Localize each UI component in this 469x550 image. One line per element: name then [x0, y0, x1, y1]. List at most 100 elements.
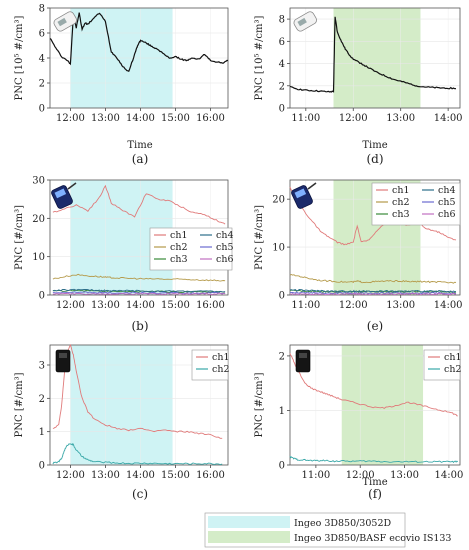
legend-label: ch2: [392, 197, 409, 208]
y-axis-label: PNC [10⁵ #/cm³]: [254, 15, 265, 100]
y-tick-label: 2: [39, 394, 45, 405]
chart-panel: 0 10 20 11:00 12:00 13:00 14:00 PNC [#/cm³] (e) c…: [254, 179, 463, 333]
series-line: [289, 16, 457, 93]
x-tick-label: 12:00: [56, 470, 85, 481]
plot-frame: [289, 344, 461, 466]
panel-caption: (f): [368, 487, 382, 501]
y-tick-label: 20: [272, 195, 285, 206]
legend-label: ch1: [392, 185, 409, 196]
plot-frame: [49, 344, 229, 466]
y-tick-label: 6: [39, 29, 45, 40]
legend-label: ch3: [170, 254, 187, 265]
legend-label: ch6: [216, 254, 233, 265]
black-sensor-device-icon: [295, 349, 311, 373]
y-tick-label: 8: [39, 4, 45, 15]
legend-label: ch1: [212, 352, 229, 363]
y-tick-label: 30: [32, 176, 45, 187]
x-tick-label: 12:00: [339, 113, 368, 124]
y-axis-label: PNC [#/cm³]: [254, 205, 265, 270]
panel-caption: (b): [131, 319, 148, 333]
y-tick-label: 8: [279, 15, 285, 26]
y-tick-label: 20: [32, 214, 45, 225]
y-tick-label: 0: [279, 104, 285, 115]
x-tick-label: 13:00: [91, 113, 120, 124]
nanoparticle-monitor-icon: [51, 182, 77, 209]
shading-legend-swatch: [208, 516, 290, 528]
series-line-ch6: [52, 292, 226, 295]
x-tick-label: 13:00: [91, 470, 120, 481]
series-line-ch1: [289, 186, 457, 246]
x-tick-label: 13:00: [390, 470, 419, 481]
y-tick-label: 1: [279, 406, 285, 417]
x-tick-label: 12:00: [339, 300, 368, 311]
series-line-ch1: [289, 353, 458, 417]
x-tick-label: 14:00: [434, 470, 463, 481]
series-line: [49, 12, 229, 72]
legend-label: ch5: [438, 197, 455, 208]
nanoparticle-monitor-icon: [291, 182, 317, 209]
y-tick-label: 10: [32, 252, 45, 263]
particle-counter-handheld-icon: [293, 11, 317, 32]
legend-label: ch1: [444, 352, 461, 363]
chart-panel: 0 10 20 30 12:00 13:00 14:00 15:00 16:00 PNC [#/c…: [14, 176, 233, 334]
chart-panel: 0 1 2 3 12:00 13:00 14:00 15:00 16:00 PNC [#/cm³]…: [14, 343, 229, 501]
x-tick-label: 15:00: [161, 470, 190, 481]
chart-panel: 0 2 4 6 8 11:00 12:00 13:00 14:00 PNC [10⁵ #/cm³]…: [254, 7, 463, 166]
x-tick-label: 15:00: [161, 113, 190, 124]
x-axis-label: Time: [362, 140, 387, 151]
y-axis-label: PNC [#/cm³]: [254, 372, 265, 437]
x-tick-label: 11:00: [301, 470, 330, 481]
y-tick-label: 0: [39, 291, 45, 302]
y-tick-label: 0: [39, 461, 45, 472]
y-tick-label: 3: [39, 361, 45, 372]
x-tick-label: 14:00: [126, 113, 155, 124]
y-tick-label: 4: [279, 59, 285, 70]
x-tick-label: 16:00: [196, 300, 225, 311]
shading-legend-label: Ingeo 3D850/3052D: [294, 518, 391, 529]
x-tick-label: 14:00: [434, 300, 463, 311]
y-tick-label: 10: [272, 243, 285, 254]
shading-legend-swatch: [208, 531, 290, 543]
y-tick-label: 2: [279, 81, 285, 92]
x-tick-label: 12:00: [56, 300, 85, 311]
x-tick-label: 13:00: [386, 300, 415, 311]
x-tick-label: 11:00: [291, 113, 320, 124]
chart-panel: 0 2 4 6 8 12:00 13:00 14:00 15:00 16:00 PNC [10⁵ #…: [14, 4, 229, 166]
panel-caption: (c): [132, 487, 148, 501]
series-line-ch2: [52, 273, 226, 282]
y-tick-label: 0: [279, 291, 285, 302]
legend-label: ch2: [212, 364, 229, 375]
shaded-interval: [333, 8, 421, 108]
plot-frame: [289, 179, 461, 296]
x-tick-label: 13:00: [386, 113, 415, 124]
y-tick-label: 6: [279, 37, 285, 48]
y-axis-label: PNC [#/cm³]: [14, 205, 25, 270]
x-tick-label: 14:00: [126, 470, 155, 481]
legend-label: ch3: [392, 209, 409, 220]
series-line-ch5: [289, 291, 457, 295]
y-tick-label: 1: [39, 427, 45, 438]
y-tick-label: 0: [39, 104, 45, 115]
x-tick-label: 14:00: [434, 113, 463, 124]
chart-panel: 0 1 2 11:00 12:00 13:00 14:00 PNC [#/cm³] Time(f…: [254, 344, 463, 501]
series-line-ch4: [289, 288, 457, 293]
shading-legend-label: Ingeo 3D850/BASF ecovio IS133: [294, 533, 451, 544]
legend-label: ch2: [170, 242, 187, 253]
x-tick-label: 16:00: [196, 113, 225, 124]
series-line-ch2: [289, 273, 457, 284]
plot-frame: [289, 7, 461, 109]
y-axis-label: PNC [10⁵ #/cm³]: [14, 15, 25, 100]
series-line-ch1: [52, 184, 226, 225]
panel-caption: (d): [366, 152, 383, 166]
particle-counter-handheld-icon: [53, 11, 77, 32]
legend-label: ch4: [438, 185, 455, 196]
black-sensor-device-icon: [55, 349, 71, 373]
series-line-ch2: [289, 456, 459, 464]
shaded-interval: [341, 345, 424, 465]
y-tick-label: 4: [39, 54, 45, 65]
